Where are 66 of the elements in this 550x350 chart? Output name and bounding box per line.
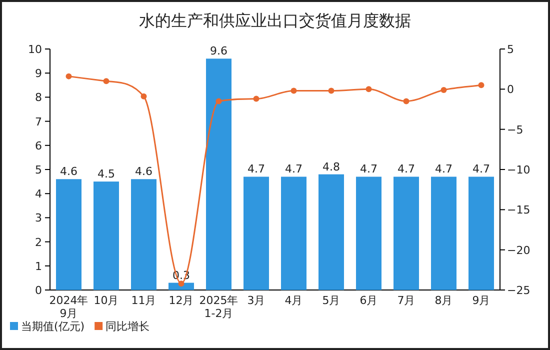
y-tick-label: 3	[35, 212, 42, 225]
point	[103, 78, 110, 84]
bar	[244, 176, 269, 290]
bar	[281, 176, 306, 290]
y-tick-label: 5	[35, 164, 42, 176]
data-label: 4.8	[322, 160, 340, 174]
data-label: 4.5	[98, 168, 115, 181]
y-tick-label: 4	[35, 188, 42, 201]
y-tick-label: 0	[35, 284, 42, 297]
x-tick-label: 9月	[472, 294, 490, 307]
point	[403, 98, 410, 104]
y-tick-label: 1	[35, 260, 42, 273]
x-tick-label: 3月	[247, 294, 266, 307]
x-tick-label: 12月	[168, 294, 194, 307]
data-label: 4.7	[285, 162, 302, 176]
bar	[356, 176, 382, 290]
y-tick-label: 10	[28, 43, 42, 56]
bar	[56, 179, 82, 290]
point	[478, 82, 484, 88]
point	[290, 88, 297, 94]
bar	[431, 176, 456, 290]
x-tick-label: 10月	[94, 294, 119, 307]
bar	[318, 174, 344, 290]
x-tick-label: 8月	[434, 294, 453, 307]
point	[66, 73, 72, 80]
data-label: 4.7	[248, 162, 265, 176]
x-tick-label: 2024年 9月	[49, 294, 88, 320]
data-label: 4.7	[360, 162, 378, 176]
bar	[468, 176, 494, 290]
bar	[206, 58, 232, 290]
y2-tick-label: 0	[507, 83, 514, 96]
y-tick-label: 9	[35, 67, 42, 80]
point	[328, 88, 334, 94]
y-tick-label: 8	[35, 91, 42, 104]
chart-title: 水的生产和供应业出口交货值月度数据	[139, 11, 411, 30]
point	[440, 86, 447, 93]
legend-label: 同比增长	[106, 320, 150, 333]
data-label: 4.7	[472, 162, 490, 176]
x-tick-label: 2025年 1-2月	[199, 294, 238, 320]
data-label: 4.6	[60, 165, 78, 178]
point	[366, 86, 372, 92]
x-tick-label: 11月	[131, 294, 156, 307]
x-tick-label: 6月	[360, 294, 378, 307]
data-label: 4.6	[135, 165, 152, 178]
point	[216, 98, 222, 104]
y-tick-label: 6	[35, 139, 42, 152]
y-tick-label: 2	[35, 236, 42, 249]
x-tick-label: 4月	[284, 294, 303, 307]
bar	[94, 182, 119, 290]
x-tick-label: 5月	[322, 294, 340, 307]
y2-tick-label: −20	[507, 244, 530, 257]
y2-tick-label: −5	[507, 123, 524, 136]
data-label: 4.7	[435, 162, 452, 176]
point	[253, 96, 260, 102]
bar	[131, 179, 156, 290]
y-tick-label: 7	[35, 115, 42, 128]
data-label: 4.7	[398, 162, 415, 176]
bar	[394, 176, 419, 290]
y2-tick-label: −25	[507, 284, 530, 297]
y2-tick-label: −10	[507, 164, 530, 176]
legend-label: 当期值(亿元)	[21, 320, 85, 333]
y2-tick-label: 5	[507, 43, 514, 56]
y2-tick-label: −15	[507, 204, 530, 217]
data-label: 9.6	[210, 44, 228, 58]
x-tick-label: 7月	[397, 294, 416, 307]
point	[140, 93, 147, 100]
